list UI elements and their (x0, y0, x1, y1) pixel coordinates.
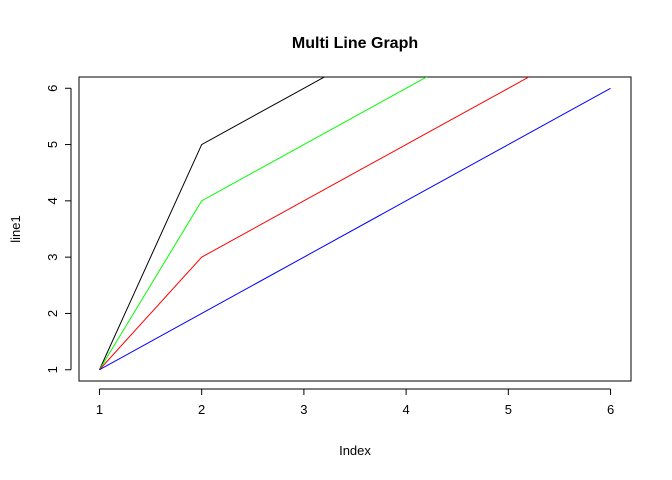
y-tick-label: 2 (45, 310, 60, 317)
series-line (99, 87, 611, 371)
chart-title: Multi Line Graph (292, 35, 418, 52)
x-tick-label: 2 (198, 402, 205, 417)
y-tick-label: 5 (45, 141, 60, 148)
y-axis-label: line1 (8, 215, 23, 242)
y-tick-label: 3 (45, 254, 60, 261)
series-line (98, 77, 326, 370)
x-tick-label: 6 (607, 402, 614, 417)
x-tick-label: 5 (505, 402, 512, 417)
x-tick-label: 3 (300, 402, 307, 417)
y-tick-label: 1 (45, 366, 60, 373)
plot-area (98, 77, 611, 371)
x-tick-label: 1 (96, 402, 103, 417)
plot-box (78, 76, 632, 382)
y-tick-label: 6 (45, 85, 60, 92)
x-tick-label: 4 (402, 402, 409, 417)
y-tick-label: 4 (45, 197, 60, 204)
x-axis-label: Index (339, 443, 371, 458)
series-line (99, 77, 428, 370)
series-line (99, 77, 530, 371)
